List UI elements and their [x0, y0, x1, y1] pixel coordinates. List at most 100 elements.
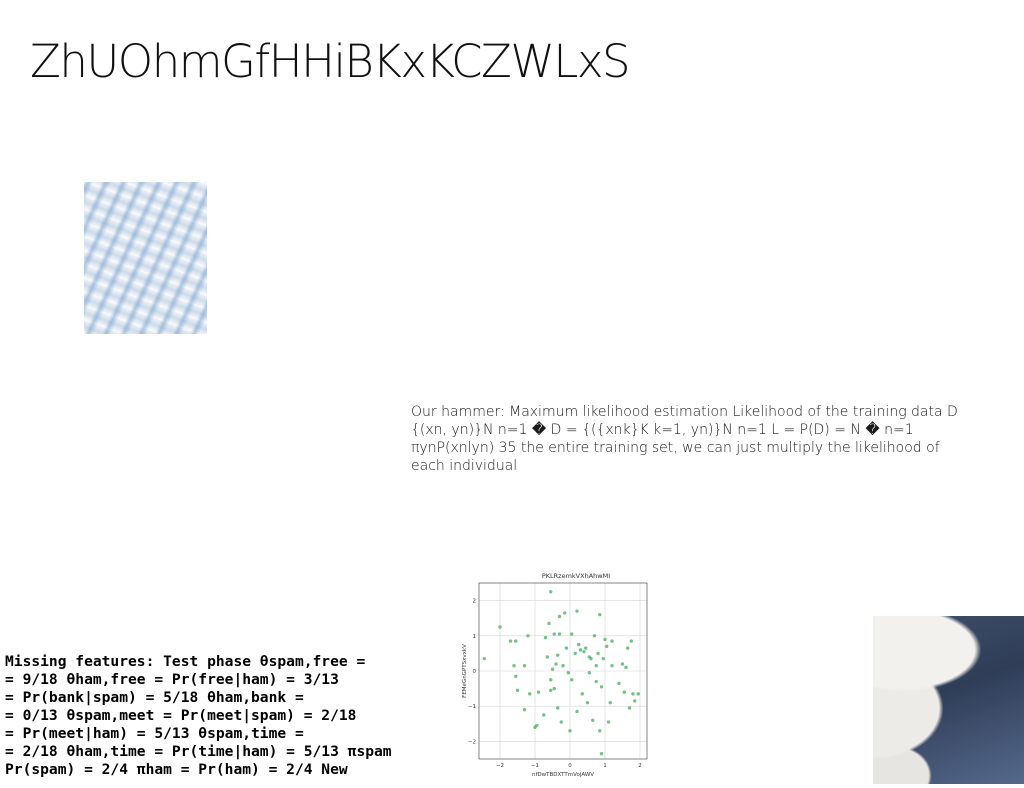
- x-ticks: −2 −1 0 1 2: [496, 763, 642, 769]
- data-point: [522, 708, 527, 712]
- plot-frame: [478, 582, 648, 760]
- data-point: [622, 690, 626, 694]
- data-point: [552, 686, 556, 691]
- data-point: [608, 700, 612, 705]
- data-point: [592, 634, 597, 638]
- data-point: [629, 639, 633, 643]
- data-point: [549, 678, 553, 682]
- data-point: [624, 665, 628, 670]
- data-point: [580, 692, 584, 696]
- missing-features-line: Pr(spam) = 2/4 πham = Pr(ham) = 2/4 New: [5, 761, 348, 778]
- data-point: [626, 646, 630, 650]
- data-point: [564, 646, 569, 650]
- cloth-photo-image: [873, 616, 1024, 784]
- data-point: [514, 674, 518, 678]
- data-point: [498, 625, 502, 629]
- data-point: [573, 651, 577, 656]
- data-point: [547, 621, 551, 626]
- data-point: [528, 692, 532, 696]
- data-point: [599, 752, 604, 756]
- x-tick-label: −1: [531, 763, 539, 769]
- chart-title: PKLRzemkVXhAhwMI: [542, 572, 610, 580]
- data-point: [526, 634, 530, 638]
- data-point: [543, 635, 548, 640]
- data-point: [636, 692, 640, 696]
- data-point: [575, 609, 579, 613]
- missing-features-line: = Pr(meet|ham) = 5/13 θspam,time =: [5, 725, 304, 742]
- data-point: [522, 664, 527, 668]
- data-point: [556, 706, 560, 710]
- data-point: [594, 664, 598, 668]
- x-tick-label: 1: [603, 763, 607, 769]
- data-point: [578, 648, 583, 652]
- data-point: [633, 699, 637, 703]
- data-point: [606, 720, 611, 724]
- data-point: [610, 664, 614, 668]
- x-tick-label: 2: [638, 763, 642, 769]
- data-point: [556, 653, 560, 657]
- data-point: [568, 729, 572, 733]
- data-point: [598, 612, 602, 617]
- data-point: [557, 614, 562, 619]
- data-point: [617, 681, 621, 686]
- data-point: [545, 655, 549, 659]
- missing-features-line: = Pr(bank|spam) = 5/18 θham,bank =: [5, 689, 304, 706]
- missing-features-line: = 9/18 θham,free = Pr(free|ham) = 3/13: [5, 671, 339, 688]
- data-point: [535, 723, 539, 728]
- data-point: [552, 632, 556, 636]
- x-tick-label: −2: [496, 763, 504, 769]
- data-point: [549, 590, 553, 594]
- data-point: [589, 656, 593, 661]
- data-point: [591, 718, 595, 722]
- data-point: [514, 639, 518, 643]
- data-point: [605, 644, 609, 649]
- missing-features-line: = 2/18 θham,time = Pr(time|ham) = 5/13 π…: [5, 743, 392, 760]
- missing-features-line: Missing features: Test phase θspam,free …: [5, 653, 366, 670]
- data-point: [554, 662, 558, 666]
- data-point: [549, 688, 553, 693]
- data-point: [542, 713, 546, 717]
- x-axis-label: nfDwTBDXTTmVojAWV: [532, 772, 594, 778]
- data-point: [561, 664, 565, 668]
- data-point: [587, 671, 591, 675]
- data-point: [557, 632, 562, 636]
- y-tick-label: 0: [473, 669, 477, 675]
- data-point: [550, 667, 555, 671]
- missing-features-line: = 0/13 θspam,meet = Pr(meet|spam) = 2/18: [5, 707, 357, 724]
- data-point: [627, 706, 632, 710]
- chart-points: [482, 590, 640, 756]
- data-point: [601, 656, 605, 661]
- data-point: [582, 649, 586, 654]
- data-point: [512, 664, 516, 668]
- data-point: [584, 646, 588, 650]
- y-tick-label: −1: [468, 704, 476, 710]
- data-point: [594, 679, 598, 684]
- y-tick-label: −2: [468, 739, 476, 745]
- data-point: [482, 656, 486, 661]
- y-tick-label: 2: [473, 599, 477, 605]
- data-point: [577, 642, 581, 647]
- data-point: [610, 639, 614, 643]
- data-point: [536, 690, 541, 694]
- likelihood-paragraph: Our hammer: Maximum likelihood estimatio…: [411, 404, 958, 474]
- data-point: [566, 671, 570, 675]
- data-point: [575, 709, 579, 714]
- data-point: [508, 639, 513, 643]
- chart-grid: [479, 583, 647, 759]
- y-ticks: −2 −1 0 1 2: [468, 599, 477, 746]
- data-point: [598, 729, 602, 733]
- missing-features-text: Missing features: Test phase θspam,free …: [5, 653, 465, 779]
- x-tick-label: 0: [568, 763, 572, 769]
- y-axis-label: FEMeGnGPTSxvxkV: [462, 644, 468, 698]
- data-point: [603, 637, 607, 642]
- data-point: [563, 611, 567, 615]
- data-point: [596, 651, 600, 656]
- data-point: [599, 685, 604, 689]
- data-point: [559, 720, 563, 724]
- scatter-chart: PKLRzemkVXhAhwMI −2 −1 0 1 2 −2 −1 0 1 2 nfDwTBD…: [462, 572, 648, 778]
- wave-texture-image: [84, 182, 207, 334]
- y-tick-label: 1: [473, 634, 477, 640]
- data-point: [515, 688, 520, 693]
- data-point: [631, 692, 635, 696]
- slide-title: ZhUOhmGfHHiBKxKCZWLxS: [30, 35, 631, 88]
